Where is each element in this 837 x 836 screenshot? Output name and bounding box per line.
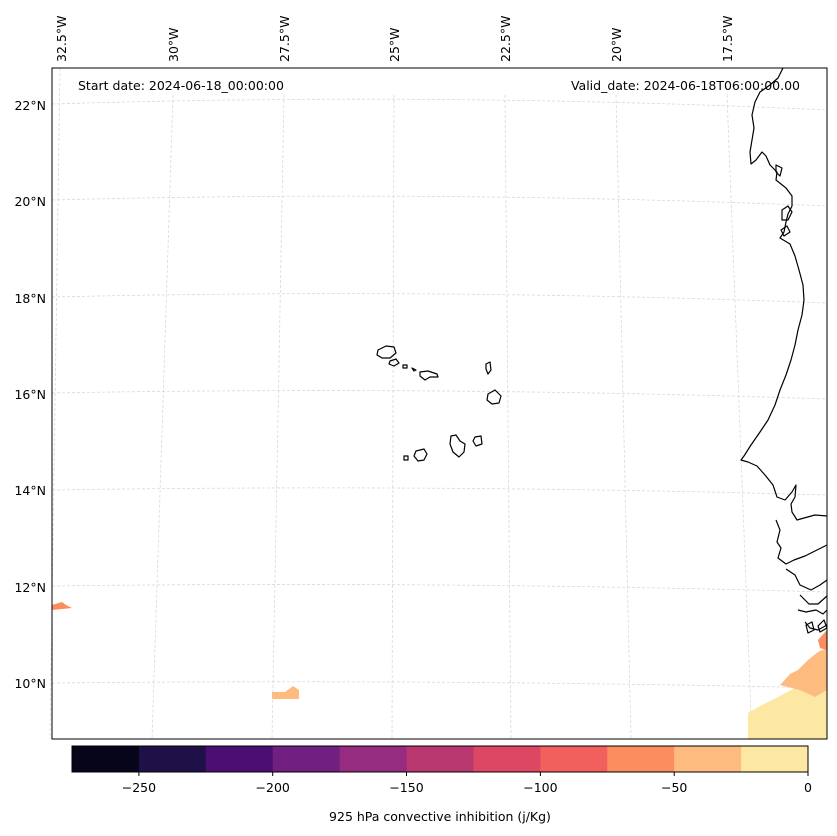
cin-patch-center — [272, 686, 299, 699]
coastal-island-3 — [775, 164, 783, 177]
colorbar-tick-label: −200 — [256, 780, 290, 795]
lon-label: 22.5°W — [498, 16, 513, 62]
cin-fill-areas — [52, 602, 827, 739]
lat-label: 10°N — [14, 676, 46, 691]
colorbar-segment — [741, 746, 809, 772]
coastal-island-2 — [780, 225, 791, 237]
colorbar-segment — [205, 746, 274, 772]
colorbar-segment — [339, 746, 408, 772]
lat-label: 14°N — [14, 483, 46, 498]
lat-label: 16°N — [14, 387, 46, 402]
colorbar-ticks — [138, 772, 809, 776]
island-santo-antao — [376, 345, 397, 359]
colorbar-segment — [72, 746, 140, 772]
cin-patch-right-dark — [818, 630, 827, 650]
island-fogo — [413, 448, 428, 462]
colorbar-segment — [540, 746, 608, 772]
island-santiago — [449, 434, 466, 458]
lat-label: 22°N — [14, 98, 46, 113]
island-brava — [403, 455, 409, 461]
colorbar-segment — [607, 746, 675, 772]
map-frame-bg — [52, 68, 827, 739]
coastal-island-4 — [805, 621, 815, 634]
colorbar-segment — [674, 746, 742, 772]
colorbar-tick-label: −100 — [523, 780, 557, 795]
colorbar-tick-label: −50 — [661, 780, 687, 795]
start-date-label: Start date: 2024-06-18_00:00:00 — [78, 78, 284, 93]
map-border — [51, 67, 828, 740]
island-sao-vicente — [388, 358, 400, 367]
lat-label: 20°N — [14, 194, 46, 209]
colorbar — [72, 746, 809, 772]
africa-coastline — [740, 67, 828, 631]
longitude-labels: 32.5°W 30°W 27.5°W 25°W 22.5°W 20°W 17.5… — [54, 16, 735, 62]
colorbar-segment — [406, 746, 474, 772]
cin-patch-right-mid — [780, 648, 827, 697]
island-sal — [485, 361, 492, 375]
graticule-gridlines — [49, 67, 828, 740]
lon-label: 20°W — [609, 27, 624, 62]
lat-label: 18°N — [14, 291, 46, 306]
colorbar-tick-label: −250 — [122, 780, 156, 795]
lon-label: 25°W — [387, 27, 402, 62]
colorbar-tick-labels: −250 −200 −150 −100 −50 0 — [122, 780, 812, 795]
colorbar-label: 925 hPa convective inhibition (j/Kg) — [329, 809, 551, 824]
colorbar-tick-label: 0 — [804, 780, 812, 795]
lon-label: 32.5°W — [54, 16, 69, 62]
lon-label: 17.5°W — [720, 16, 735, 62]
lat-label: 12°N — [14, 580, 46, 595]
latitude-labels: 22°N 20°N 18°N 16°N 14°N 12°N 10°N — [14, 98, 46, 691]
island-santa-luzia — [402, 364, 408, 369]
colorbar-segment — [272, 746, 341, 772]
colorbar-border — [71, 745, 809, 773]
island-maio — [472, 435, 483, 447]
colorbar-segment — [473, 746, 541, 772]
colorbar-segment — [138, 746, 207, 772]
valid-date-label: Valid_date: 2024-06-18T06:00:00.00 — [571, 78, 800, 93]
island-sao-nicolau — [411, 367, 439, 381]
colorbar-tick-label: −150 — [389, 780, 423, 795]
island-boa-vista — [486, 389, 502, 405]
coastal-island-1 — [781, 205, 793, 221]
lon-label: 27.5°W — [277, 16, 292, 62]
lon-label: 30°W — [166, 27, 181, 62]
cin-patch-left — [52, 602, 72, 610]
